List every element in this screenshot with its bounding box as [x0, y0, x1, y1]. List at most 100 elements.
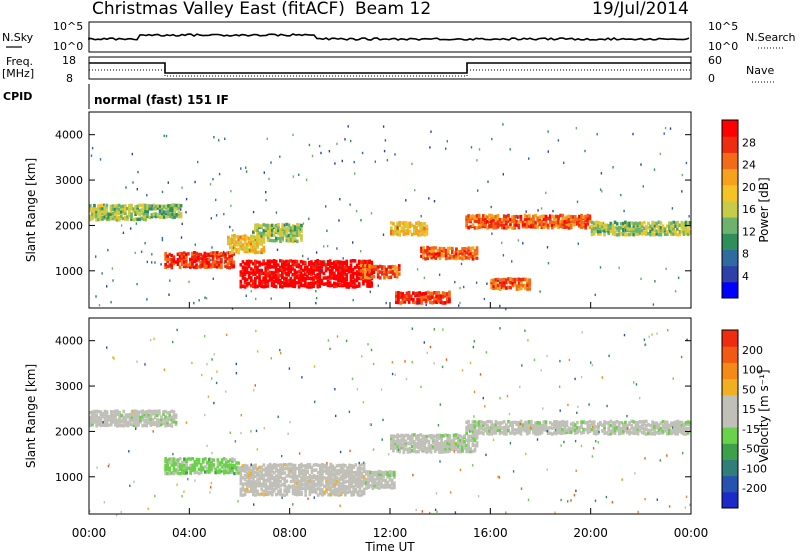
velocity-cell: [482, 423, 485, 428]
power-cell: [611, 230, 615, 234]
power-cell: [402, 221, 406, 225]
velocity-cell: [688, 426, 692, 430]
power-cell: [256, 231, 259, 236]
velocity-cell: [344, 480, 347, 484]
power-cell: [536, 219, 539, 223]
power-cell: [130, 227, 132, 230]
velocity-cell: [356, 484, 360, 489]
velocity-cell: [534, 426, 537, 430]
power-cell: [376, 269, 380, 273]
power-cell: [303, 268, 307, 272]
velocity-cell: [446, 446, 450, 451]
power-cell: [291, 226, 295, 230]
velocity-cell: [632, 429, 636, 433]
power-cell: [505, 220, 508, 224]
velocity-cell: [427, 444, 431, 449]
power-cell: [247, 271, 251, 275]
power-cell: [173, 206, 177, 210]
power-cell: [254, 282, 257, 286]
velocity-cell: [160, 420, 163, 424]
power-cell: [93, 203, 96, 208]
velocity-cell: [335, 490, 339, 494]
power-cell: [252, 272, 255, 277]
power-cell: [370, 271, 374, 276]
power-cell: [688, 229, 692, 234]
power-cell: [640, 163, 642, 166]
velocity-cell: [170, 460, 174, 465]
velocity-cell: [197, 461, 201, 465]
velocity-cell: [632, 426, 636, 430]
velocity-cell: [135, 427, 137, 430]
power-cell: [310, 281, 313, 285]
velocity-cell: [289, 470, 293, 475]
power-cell: [220, 258, 223, 262]
velocity-cell: [245, 487, 249, 491]
power-cell: [178, 257, 182, 261]
velocity-cell: [388, 473, 392, 477]
power-cell: [170, 253, 174, 258]
power-cell: [256, 225, 259, 229]
power-cell: [287, 267, 290, 272]
power-cell: [177, 203, 181, 207]
power-cell: [318, 274, 322, 278]
power-cell: [386, 159, 389, 162]
velocity-cell: [279, 480, 282, 484]
velocity-cell: [603, 431, 606, 435]
power-cell: [291, 259, 295, 264]
power-cell: [561, 220, 565, 224]
power-cell: [315, 251, 318, 254]
power-cell: [316, 276, 320, 280]
velocity-cell: [607, 432, 611, 436]
velocity-cell: [427, 447, 431, 451]
velocity-cell: [667, 329, 669, 332]
velocity-cell: [327, 485, 330, 489]
velocity-cell: [178, 462, 182, 467]
power-cell: [303, 281, 307, 285]
power-cell: [423, 222, 427, 226]
power-cell: [254, 272, 257, 277]
power-cell: [205, 265, 209, 269]
power-cell: [168, 252, 172, 257]
velocity-cell: [482, 396, 484, 400]
velocity-cell: [327, 487, 330, 491]
power-cell: [446, 140, 448, 143]
velocity-cell: [306, 476, 310, 480]
power-cell: [523, 213, 527, 218]
power-cell: [653, 168, 656, 171]
power-cell: [115, 206, 119, 210]
velocity-cell: [482, 428, 485, 432]
power-cell: [262, 245, 266, 250]
power-cell: [569, 223, 573, 227]
power-cell: [392, 232, 395, 236]
velocity-cell: [129, 484, 131, 487]
power-cell: [357, 272, 361, 277]
velocity-cell: [506, 394, 509, 398]
power-cell: [430, 256, 434, 260]
velocity-cell: [611, 430, 615, 435]
velocity-cell: [490, 420, 493, 424]
power-cell: [109, 215, 113, 219]
power-cell: [551, 220, 554, 224]
velocity-cell: [350, 482, 353, 487]
velocity-cell: [469, 434, 473, 439]
power-cell: [353, 278, 357, 282]
power-cell: [360, 219, 362, 222]
power-cell: [256, 260, 259, 264]
velocity-cell: [555, 429, 558, 433]
power-cell: [492, 215, 496, 219]
velocity-cell: [442, 447, 445, 451]
velocity-cell: [402, 445, 406, 449]
velocity-cell: [429, 436, 433, 440]
power-cell: [599, 266, 602, 269]
velocity-cell: [103, 418, 107, 422]
velocity-cell: [256, 481, 259, 485]
power-cell: [357, 265, 361, 270]
velocity-cell: [283, 463, 287, 467]
power-cell: [306, 265, 309, 269]
velocity-cell: [626, 428, 629, 432]
velocity-cell: [335, 487, 339, 492]
velocity-colorbar-tick-label: -15: [742, 423, 760, 436]
velocity-cell: [193, 463, 197, 467]
power-cell: [295, 231, 299, 235]
velocity-cell: [89, 423, 92, 428]
